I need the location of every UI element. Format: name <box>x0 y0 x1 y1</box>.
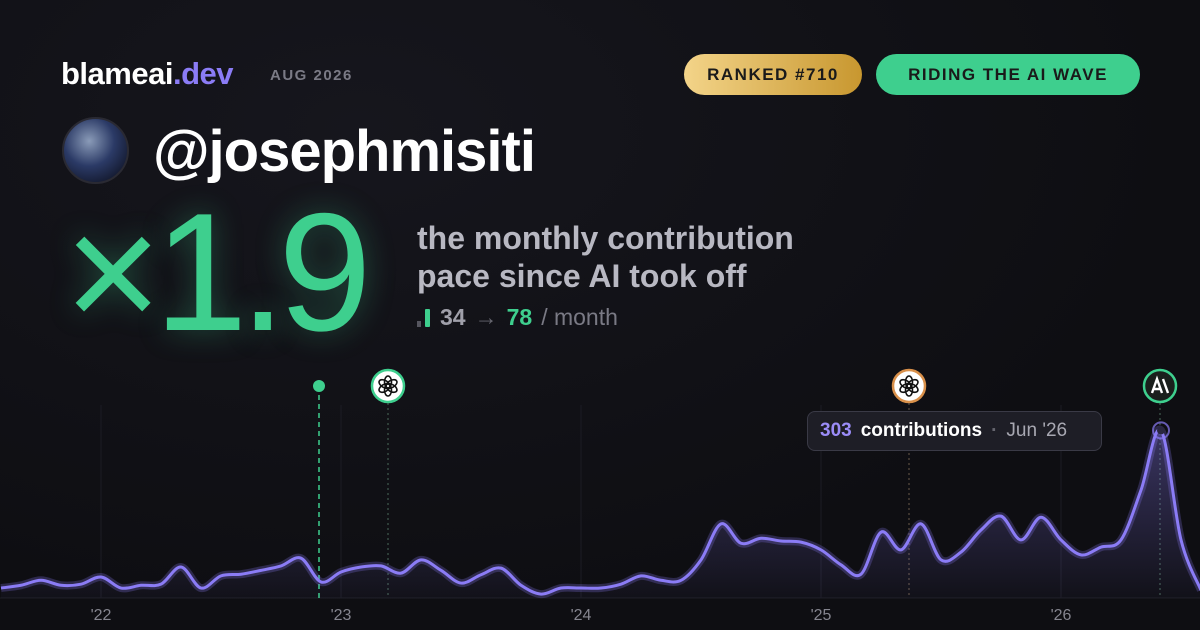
peak-dot <box>1157 426 1165 435</box>
tooltip-value: 303 <box>820 420 852 441</box>
x-tick-label: '22 <box>91 607 112 624</box>
x-tick-label: '23 <box>331 607 352 624</box>
anthropic-icon <box>1142 368 1178 404</box>
pace-from: 34 <box>440 304 466 330</box>
tooltip-date: Jun '26 <box>1006 420 1068 441</box>
username: @josephmisiti <box>153 119 536 184</box>
description: the monthly contribution <box>417 220 794 256</box>
x-tick-label: '25 <box>811 607 832 624</box>
date: AUG 2026 <box>270 67 353 84</box>
pace-to: 78 <box>506 304 533 330</box>
tooltip-label: contributions <box>860 420 983 441</box>
separator: · <box>991 420 998 441</box>
pace-arrow: → <box>474 304 498 330</box>
tooltip: 303 contributions · Jun '26 <box>807 411 1102 451</box>
brand-name: blameai <box>61 56 173 91</box>
avatar <box>62 117 129 184</box>
event-dot <box>313 380 325 392</box>
x-tick-label: '24 <box>571 607 592 624</box>
pace-unit: / month <box>541 304 618 330</box>
description: pace since AI took off <box>417 258 747 294</box>
openai-icon <box>891 368 927 404</box>
brand: blameai.dev <box>61 56 233 92</box>
line <box>0 428 1200 596</box>
multiplier: ×1.9 <box>64 178 372 366</box>
brand-tld: .dev <box>172 56 234 91</box>
peak-marker <box>1152 421 1170 440</box>
rank-badge: RANKED #710 <box>684 54 862 95</box>
x-tick-label: '26 <box>1051 607 1072 624</box>
pace: 34 → 78 / month <box>417 304 618 331</box>
openai-icon <box>370 368 406 404</box>
area <box>1 429 1200 598</box>
pace-icon <box>417 308 430 327</box>
status-badge: RIDING THE AI WAVE <box>876 54 1140 95</box>
